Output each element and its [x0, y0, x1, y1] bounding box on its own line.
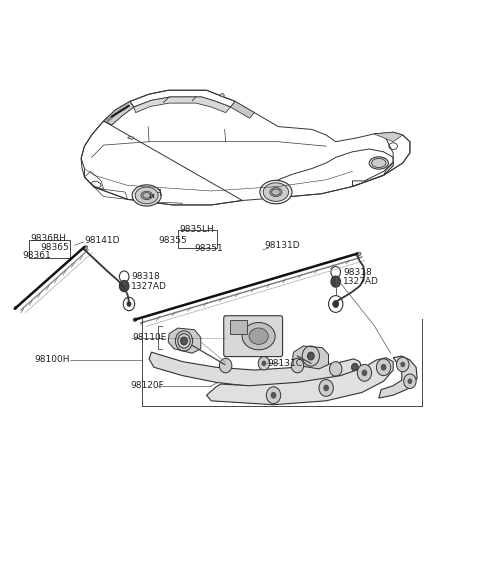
Circle shape: [266, 387, 281, 403]
Text: 98318: 98318: [132, 272, 160, 281]
Text: 98100H: 98100H: [34, 356, 70, 365]
Ellipse shape: [249, 328, 268, 344]
Ellipse shape: [14, 306, 17, 310]
Circle shape: [404, 374, 416, 389]
Ellipse shape: [369, 157, 388, 169]
Circle shape: [319, 380, 333, 396]
Circle shape: [361, 370, 367, 376]
Text: 98131C: 98131C: [268, 359, 303, 368]
Polygon shape: [374, 132, 403, 142]
Circle shape: [308, 352, 314, 360]
FancyBboxPatch shape: [224, 316, 283, 357]
Polygon shape: [149, 352, 362, 387]
Bar: [29, 240, 70, 258]
Text: 98365: 98365: [40, 243, 69, 252]
Text: 98361: 98361: [22, 251, 51, 260]
Polygon shape: [168, 328, 201, 353]
Circle shape: [357, 365, 372, 381]
Circle shape: [329, 362, 342, 376]
Polygon shape: [384, 163, 393, 175]
Text: H: H: [148, 194, 155, 199]
Bar: [230, 320, 247, 334]
Text: 98318: 98318: [343, 268, 372, 277]
Polygon shape: [134, 97, 230, 113]
Circle shape: [120, 280, 129, 292]
Circle shape: [262, 361, 266, 366]
Text: 98131D: 98131D: [264, 241, 300, 250]
Ellipse shape: [143, 192, 151, 198]
Ellipse shape: [135, 187, 158, 204]
Bar: [178, 229, 217, 248]
Ellipse shape: [220, 94, 224, 97]
Ellipse shape: [242, 323, 275, 350]
Text: 1327AD: 1327AD: [343, 277, 379, 286]
Polygon shape: [128, 136, 134, 140]
Circle shape: [331, 276, 340, 287]
Circle shape: [396, 357, 409, 372]
Ellipse shape: [133, 318, 137, 321]
Text: 1327AD: 1327AD: [132, 282, 167, 291]
Circle shape: [408, 379, 412, 384]
Circle shape: [291, 358, 304, 373]
Circle shape: [180, 337, 187, 345]
Polygon shape: [293, 346, 328, 369]
Ellipse shape: [83, 246, 87, 250]
Ellipse shape: [272, 189, 280, 195]
Ellipse shape: [132, 185, 161, 206]
Ellipse shape: [260, 180, 292, 204]
Circle shape: [219, 358, 232, 373]
Ellipse shape: [270, 187, 282, 196]
Text: ꟻ: ꟻ: [156, 188, 161, 197]
Text: 9835LH: 9835LH: [179, 224, 214, 233]
Circle shape: [400, 362, 405, 367]
Circle shape: [258, 357, 270, 370]
Polygon shape: [379, 356, 417, 398]
Circle shape: [381, 364, 386, 371]
Ellipse shape: [263, 183, 288, 201]
Polygon shape: [206, 358, 393, 404]
Text: 98355: 98355: [158, 236, 187, 245]
Text: 98110E: 98110E: [132, 333, 167, 342]
Text: 9836RH: 9836RH: [31, 234, 67, 243]
Circle shape: [351, 364, 358, 371]
Text: 98351: 98351: [194, 243, 223, 252]
Text: 98120F: 98120F: [130, 381, 164, 390]
Circle shape: [178, 334, 190, 348]
Circle shape: [323, 385, 329, 392]
Ellipse shape: [372, 158, 386, 168]
Text: 98141D: 98141D: [84, 236, 120, 245]
Circle shape: [376, 359, 391, 376]
Circle shape: [332, 300, 339, 308]
Ellipse shape: [141, 191, 153, 200]
Polygon shape: [104, 102, 134, 125]
Polygon shape: [230, 102, 254, 118]
Ellipse shape: [355, 252, 361, 256]
Circle shape: [271, 392, 276, 398]
Polygon shape: [106, 104, 129, 123]
Circle shape: [127, 301, 132, 307]
